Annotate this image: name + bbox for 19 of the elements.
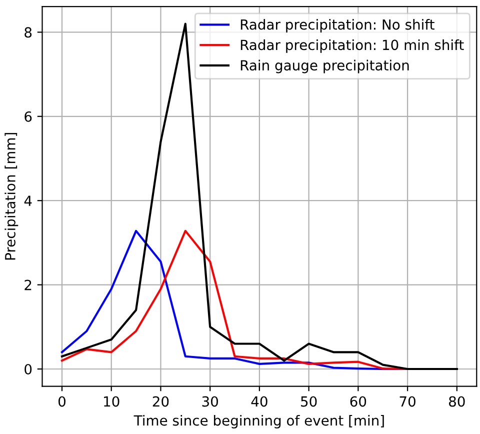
legend-label: Radar precipitation: 10 min shift <box>240 39 464 53</box>
x-tick-label: 20 <box>152 396 169 407</box>
y-axis-title: Precipitation [mm] <box>4 133 18 260</box>
y-tick-label: 2 <box>24 280 32 290</box>
y-tick-label: 8 <box>24 27 32 38</box>
legend-label: Radar precipitation: No shift <box>240 19 434 32</box>
legend-label: Rain gauge precipitation <box>240 60 409 74</box>
x-tick-label: 40 <box>251 396 268 407</box>
x-tick-label: 0 <box>58 396 66 407</box>
x-tick-label: 30 <box>202 396 218 407</box>
x-tick-label: 80 <box>449 396 465 407</box>
x-tick-label: 70 <box>400 396 416 407</box>
x-tick-label: 60 <box>350 396 366 407</box>
y-tick-label: 4 <box>24 196 32 206</box>
y-tick-label: 0 <box>24 364 32 374</box>
x-tick-label: 50 <box>301 396 317 407</box>
x-tick-label: 10 <box>104 396 120 407</box>
x-axis-title: Time since beginning of event [min] <box>134 414 384 428</box>
y-tick-label: 6 <box>24 111 32 122</box>
